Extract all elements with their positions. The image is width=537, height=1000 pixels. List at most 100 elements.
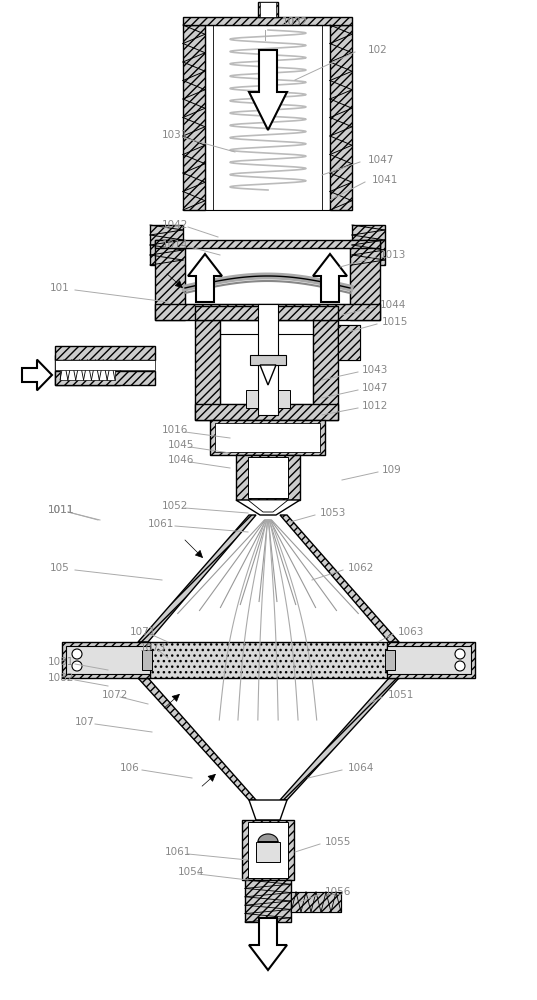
Text: 1044: 1044 — [380, 300, 407, 310]
Text: 102: 102 — [368, 45, 388, 55]
Bar — [55, 371, 155, 385]
Polygon shape — [280, 515, 399, 642]
Polygon shape — [258, 834, 278, 842]
Text: 1011: 1011 — [48, 505, 75, 515]
Polygon shape — [248, 500, 288, 512]
Bar — [258, 2, 278, 17]
Polygon shape — [188, 254, 222, 302]
Bar — [256, 842, 280, 862]
Text: 107: 107 — [75, 717, 95, 727]
Bar — [236, 455, 300, 500]
Text: 1047: 1047 — [368, 155, 394, 165]
Text: 1063: 1063 — [398, 627, 424, 637]
Bar — [62, 642, 150, 678]
Circle shape — [455, 661, 465, 671]
Bar — [350, 240, 380, 320]
Bar — [55, 360, 155, 370]
Text: 1032: 1032 — [282, 17, 308, 27]
Bar — [258, 304, 278, 415]
Text: 1031: 1031 — [162, 130, 188, 140]
Bar — [278, 390, 290, 408]
Text: 1043: 1043 — [362, 365, 388, 375]
Text: 1011: 1011 — [48, 505, 75, 515]
Text: 1061: 1061 — [165, 847, 191, 857]
Bar — [55, 355, 120, 385]
Text: 1055: 1055 — [325, 837, 351, 847]
Bar — [385, 650, 395, 670]
Text: 1072: 1072 — [102, 690, 128, 700]
Bar — [260, 2, 276, 17]
Text: 1064: 1064 — [348, 763, 374, 773]
Bar — [66, 646, 150, 674]
Text: 1056: 1056 — [325, 887, 351, 897]
Polygon shape — [280, 678, 399, 800]
Polygon shape — [249, 50, 287, 130]
Bar — [215, 423, 320, 452]
Text: 1041: 1041 — [372, 175, 398, 185]
Bar — [195, 306, 338, 320]
Bar — [155, 240, 185, 320]
Text: 1052: 1052 — [162, 501, 188, 511]
Polygon shape — [249, 918, 287, 970]
Polygon shape — [313, 254, 347, 302]
Text: 1012: 1012 — [362, 401, 388, 411]
Polygon shape — [260, 365, 276, 385]
Bar — [248, 822, 288, 878]
Bar — [185, 248, 350, 304]
Bar — [55, 346, 155, 360]
Bar — [330, 25, 352, 210]
Bar — [248, 457, 288, 498]
Bar — [313, 320, 338, 420]
Text: 1032: 1032 — [282, 17, 308, 27]
Bar — [338, 325, 360, 360]
Text: 1045: 1045 — [168, 440, 194, 450]
Bar — [250, 355, 286, 365]
Bar — [352, 225, 385, 265]
Bar — [205, 25, 330, 210]
Text: 1015: 1015 — [382, 317, 408, 327]
Text: 1014: 1014 — [162, 240, 188, 250]
Bar — [387, 646, 471, 674]
Text: 1051: 1051 — [388, 690, 415, 700]
Text: 1071: 1071 — [130, 627, 156, 637]
Bar — [155, 240, 380, 248]
Bar — [210, 420, 325, 455]
Bar — [291, 892, 341, 912]
Bar — [195, 320, 220, 420]
Bar — [246, 390, 258, 408]
Bar — [338, 325, 360, 360]
Text: 1046: 1046 — [168, 455, 194, 465]
Bar — [155, 304, 380, 320]
Polygon shape — [236, 500, 300, 515]
Polygon shape — [138, 515, 256, 642]
Text: 1054: 1054 — [178, 867, 205, 877]
Bar — [291, 892, 341, 912]
Bar — [183, 25, 205, 210]
Text: 1062: 1062 — [348, 563, 374, 573]
Bar — [195, 404, 338, 420]
Bar — [183, 17, 352, 25]
Text: 105: 105 — [50, 563, 70, 573]
Text: 1061: 1061 — [148, 519, 175, 529]
Bar — [245, 880, 291, 922]
Text: 1047: 1047 — [362, 383, 388, 393]
Text: 1016: 1016 — [162, 425, 188, 435]
Text: 1082: 1082 — [48, 673, 75, 683]
Text: 1081: 1081 — [48, 657, 75, 667]
Bar — [150, 225, 183, 265]
Text: 1053: 1053 — [320, 508, 346, 518]
Text: 109: 109 — [382, 465, 402, 475]
Circle shape — [72, 649, 82, 659]
Text: 1042: 1042 — [162, 220, 188, 230]
Bar — [60, 360, 115, 380]
Text: 106: 106 — [120, 763, 140, 773]
Polygon shape — [249, 800, 287, 820]
Circle shape — [72, 661, 82, 671]
Polygon shape — [138, 642, 399, 678]
Bar — [242, 820, 294, 880]
Polygon shape — [22, 360, 52, 390]
Circle shape — [455, 649, 465, 659]
Text: 1013: 1013 — [380, 250, 407, 260]
Text: 101: 101 — [50, 283, 70, 293]
Polygon shape — [138, 678, 256, 800]
